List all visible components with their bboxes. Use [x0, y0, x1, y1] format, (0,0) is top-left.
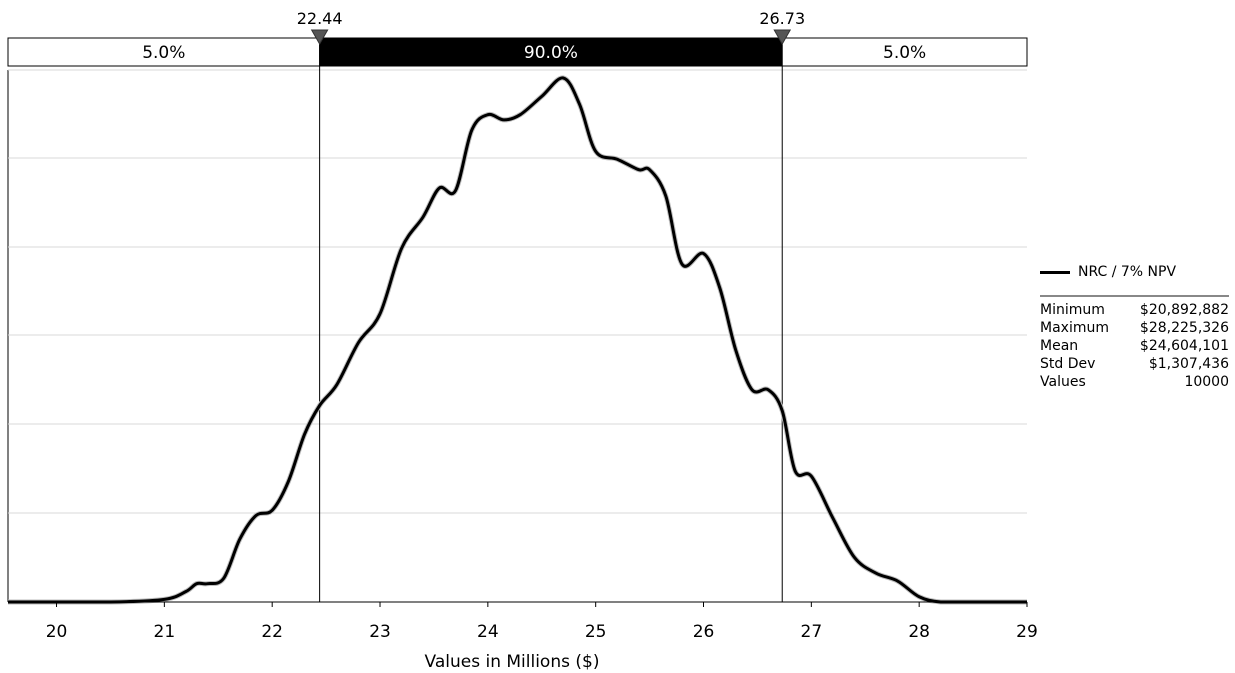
stat-name: Minimum	[1040, 302, 1105, 318]
x-axis-label: Values in Millions ($)	[425, 652, 600, 672]
x-tick-label: 25	[585, 622, 607, 642]
x-tick-label: 26	[693, 622, 715, 642]
percentile-marker-triangle	[773, 29, 792, 46]
statistics-table: Minimum $20,892,882 Maximum $28,225,326 Mean…	[1040, 301, 1229, 391]
stat-value: $1,307,436	[1148, 356, 1229, 372]
stat-row: Maximum $28,225,326	[1040, 319, 1229, 337]
stat-value: $20,892,882	[1139, 302, 1229, 318]
band-segment	[7, 37, 321, 67]
x-tick-label: 27	[801, 622, 823, 642]
percentile-marker-triangle	[310, 29, 329, 46]
legend-line-swatch	[1040, 270, 1070, 274]
band-label: 90.0%	[524, 43, 578, 63]
stat-value: $28,225,326	[1139, 320, 1229, 336]
gridlines	[8, 69, 1027, 514]
stat-row: Minimum $20,892,882	[1040, 301, 1229, 319]
x-tick-label: 21	[154, 622, 176, 642]
stat-row: Mean $24,604,101	[1040, 337, 1229, 355]
distribution-curve-shadow	[7, 75, 1027, 605]
percentile-band-bar: 5.0% 90.0% 5.0%	[7, 37, 1028, 67]
percentile-marker-label: 26.73	[759, 9, 805, 28]
legend-series-label: NRC / 7% NPV	[1078, 264, 1177, 280]
x-axis-ticks: 20 21 22 23 24 25 26 27 28 29	[46, 602, 1038, 642]
stat-name: Values	[1040, 374, 1086, 390]
stat-value: $24,604,101	[1139, 338, 1229, 354]
stat-value: 10000	[1184, 374, 1229, 390]
distribution-curve	[7, 76, 1027, 604]
percentile-marker-label: 22.44	[297, 9, 343, 28]
x-tick-label: 20	[46, 622, 68, 642]
band-label: 5.0%	[142, 43, 185, 63]
legend-divider	[1040, 295, 1229, 297]
x-tick-label: 23	[369, 622, 391, 642]
x-tick-label: 29	[1016, 622, 1038, 642]
stat-name: Std Dev	[1040, 356, 1096, 372]
stat-name: Mean	[1040, 338, 1079, 354]
percentile-markers: 22.44 26.73	[297, 9, 805, 602]
band-segment	[781, 37, 1028, 67]
stat-name: Maximum	[1040, 320, 1109, 336]
legend-series-entry: NRC / 7% NPV	[1040, 262, 1230, 282]
x-tick-label: 28	[908, 622, 930, 642]
x-tick-label: 24	[477, 622, 499, 642]
band-label: 5.0%	[883, 43, 926, 63]
stat-row: Std Dev $1,307,436	[1040, 355, 1229, 373]
legend: NRC / 7% NPV Minimum $20,892,882 Maximum $2…	[1040, 262, 1230, 391]
stat-row: Values 10000	[1040, 373, 1229, 391]
x-tick-label: 22	[261, 622, 283, 642]
